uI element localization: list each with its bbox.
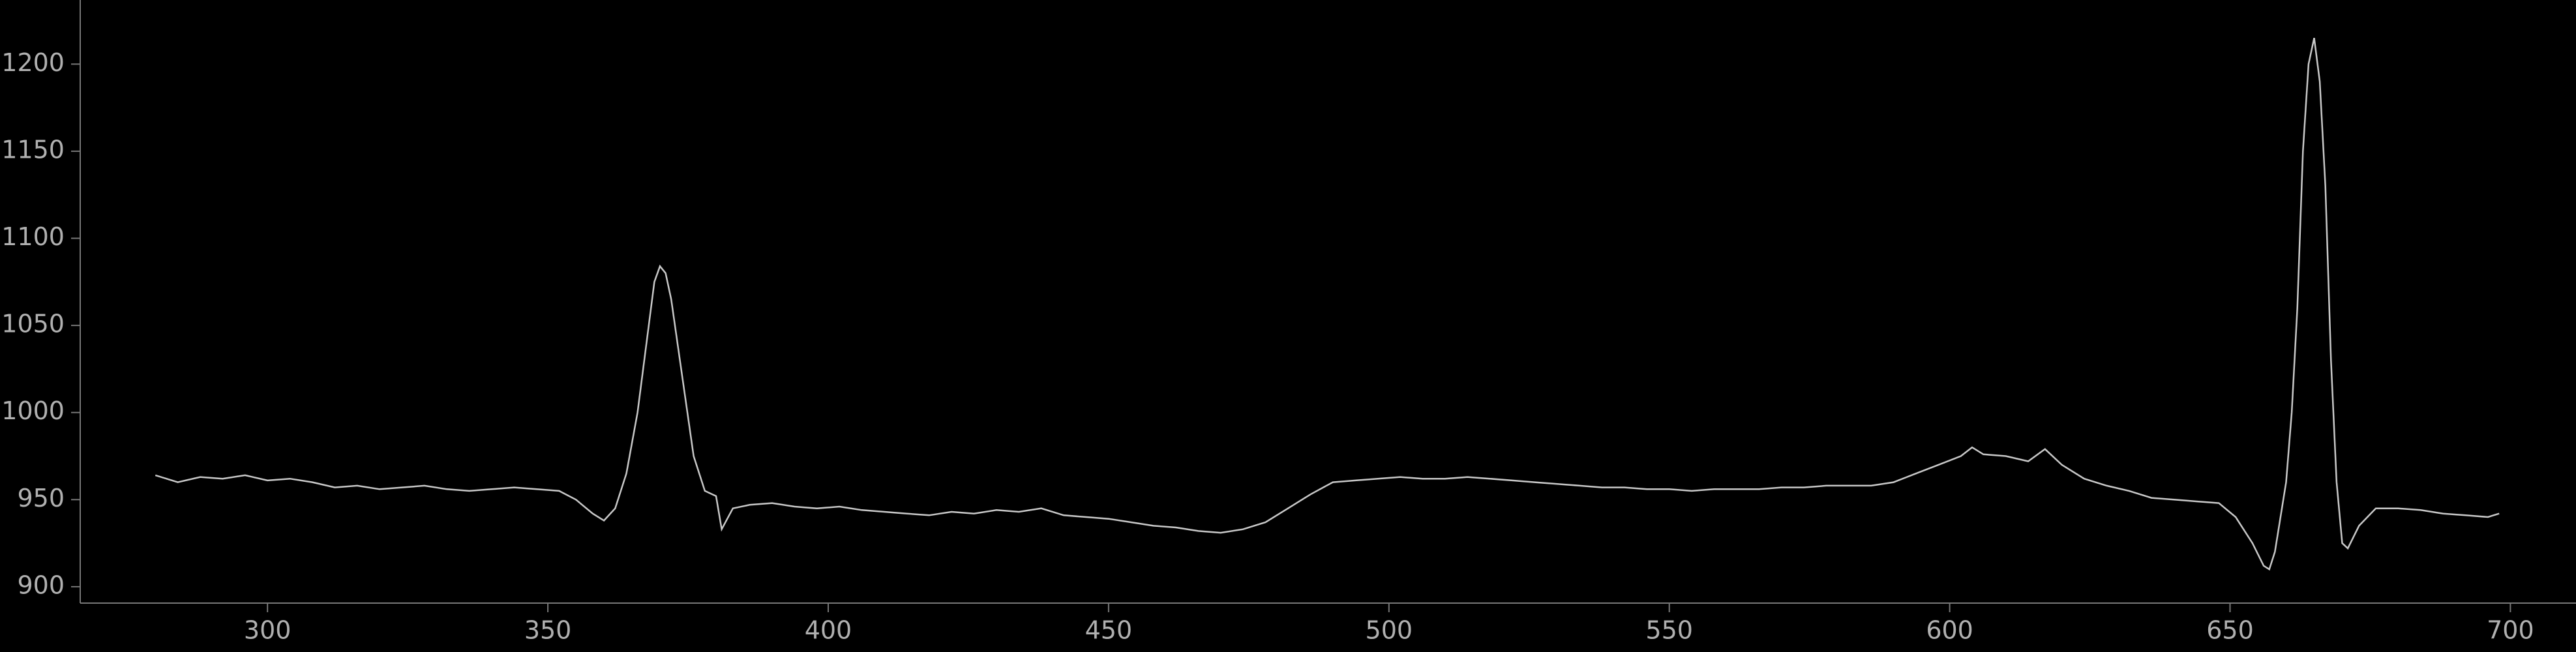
data-line: [155, 37, 2500, 571]
y-tick-label: 1100: [1, 222, 65, 251]
x-tick-label: 650: [2206, 616, 2254, 645]
y-tick-label: 1200: [1, 48, 65, 77]
x-tick-label: 400: [805, 616, 852, 645]
x-tick-label: 500: [1366, 616, 1413, 645]
x-tick-label: 300: [244, 616, 292, 645]
x-tick-label: 550: [1645, 616, 1693, 645]
x-tick-label: 700: [2487, 616, 2534, 645]
x-tick-label: 600: [1926, 616, 1973, 645]
y-tick-label: 950: [17, 484, 65, 512]
x-tick-label: 450: [1085, 616, 1133, 645]
y-tick-label: 1000: [1, 396, 65, 425]
y-tick-label: 1150: [1, 135, 65, 164]
y-tick-label: 900: [17, 570, 65, 599]
x-tick-label: 350: [524, 616, 572, 645]
y-tick-label: 1050: [1, 310, 65, 338]
